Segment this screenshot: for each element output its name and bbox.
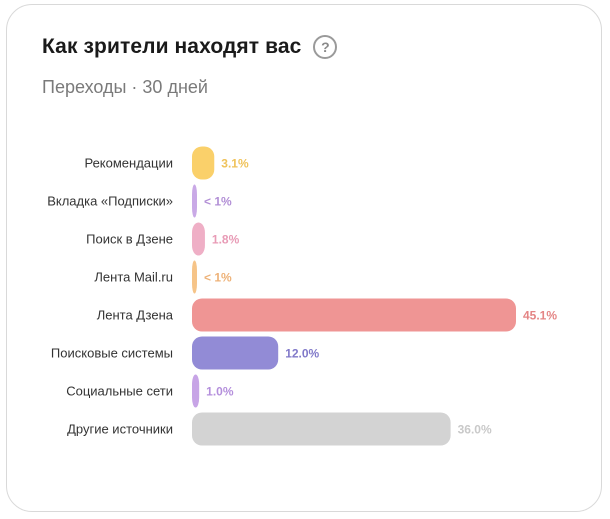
value-label: 36.0% bbox=[458, 423, 492, 437]
category-label: Лента Дзена bbox=[97, 308, 174, 323]
value-label: 3.1% bbox=[221, 157, 249, 171]
value-label: < 1% bbox=[204, 195, 232, 209]
bar[interactable] bbox=[192, 146, 215, 180]
category-label: Социальные сети bbox=[66, 384, 173, 399]
card-title: Как зрители находят вас bbox=[42, 35, 302, 58]
value-label: 45.1% bbox=[523, 309, 557, 323]
value-label: 1.8% bbox=[212, 233, 240, 247]
bar[interactable] bbox=[192, 260, 197, 294]
category-label: Поисковые системы bbox=[51, 346, 173, 361]
value-label: 12.0% bbox=[285, 347, 319, 361]
card-header: Как зрители находят вас ? bbox=[42, 35, 338, 59]
value-label: 1.0% bbox=[206, 385, 234, 399]
card-subtitle: Переходы · 30 дней bbox=[42, 77, 208, 97]
category-label: Рекомендации bbox=[84, 156, 173, 171]
category-label: Вкладка «Подписки» bbox=[47, 194, 173, 209]
category-label: Поиск в Дзене bbox=[86, 232, 173, 247]
bar[interactable] bbox=[192, 222, 205, 256]
bar[interactable] bbox=[192, 412, 451, 446]
question-circle-icon[interactable]: ? bbox=[313, 35, 338, 59]
bar[interactable] bbox=[192, 184, 197, 218]
category-label: Лента Mail.ru bbox=[94, 270, 173, 285]
bar[interactable] bbox=[192, 336, 279, 370]
category-label: Другие источники bbox=[67, 422, 173, 437]
value-label: < 1% bbox=[204, 271, 232, 285]
bar[interactable] bbox=[192, 374, 200, 408]
bar[interactable] bbox=[192, 298, 516, 332]
